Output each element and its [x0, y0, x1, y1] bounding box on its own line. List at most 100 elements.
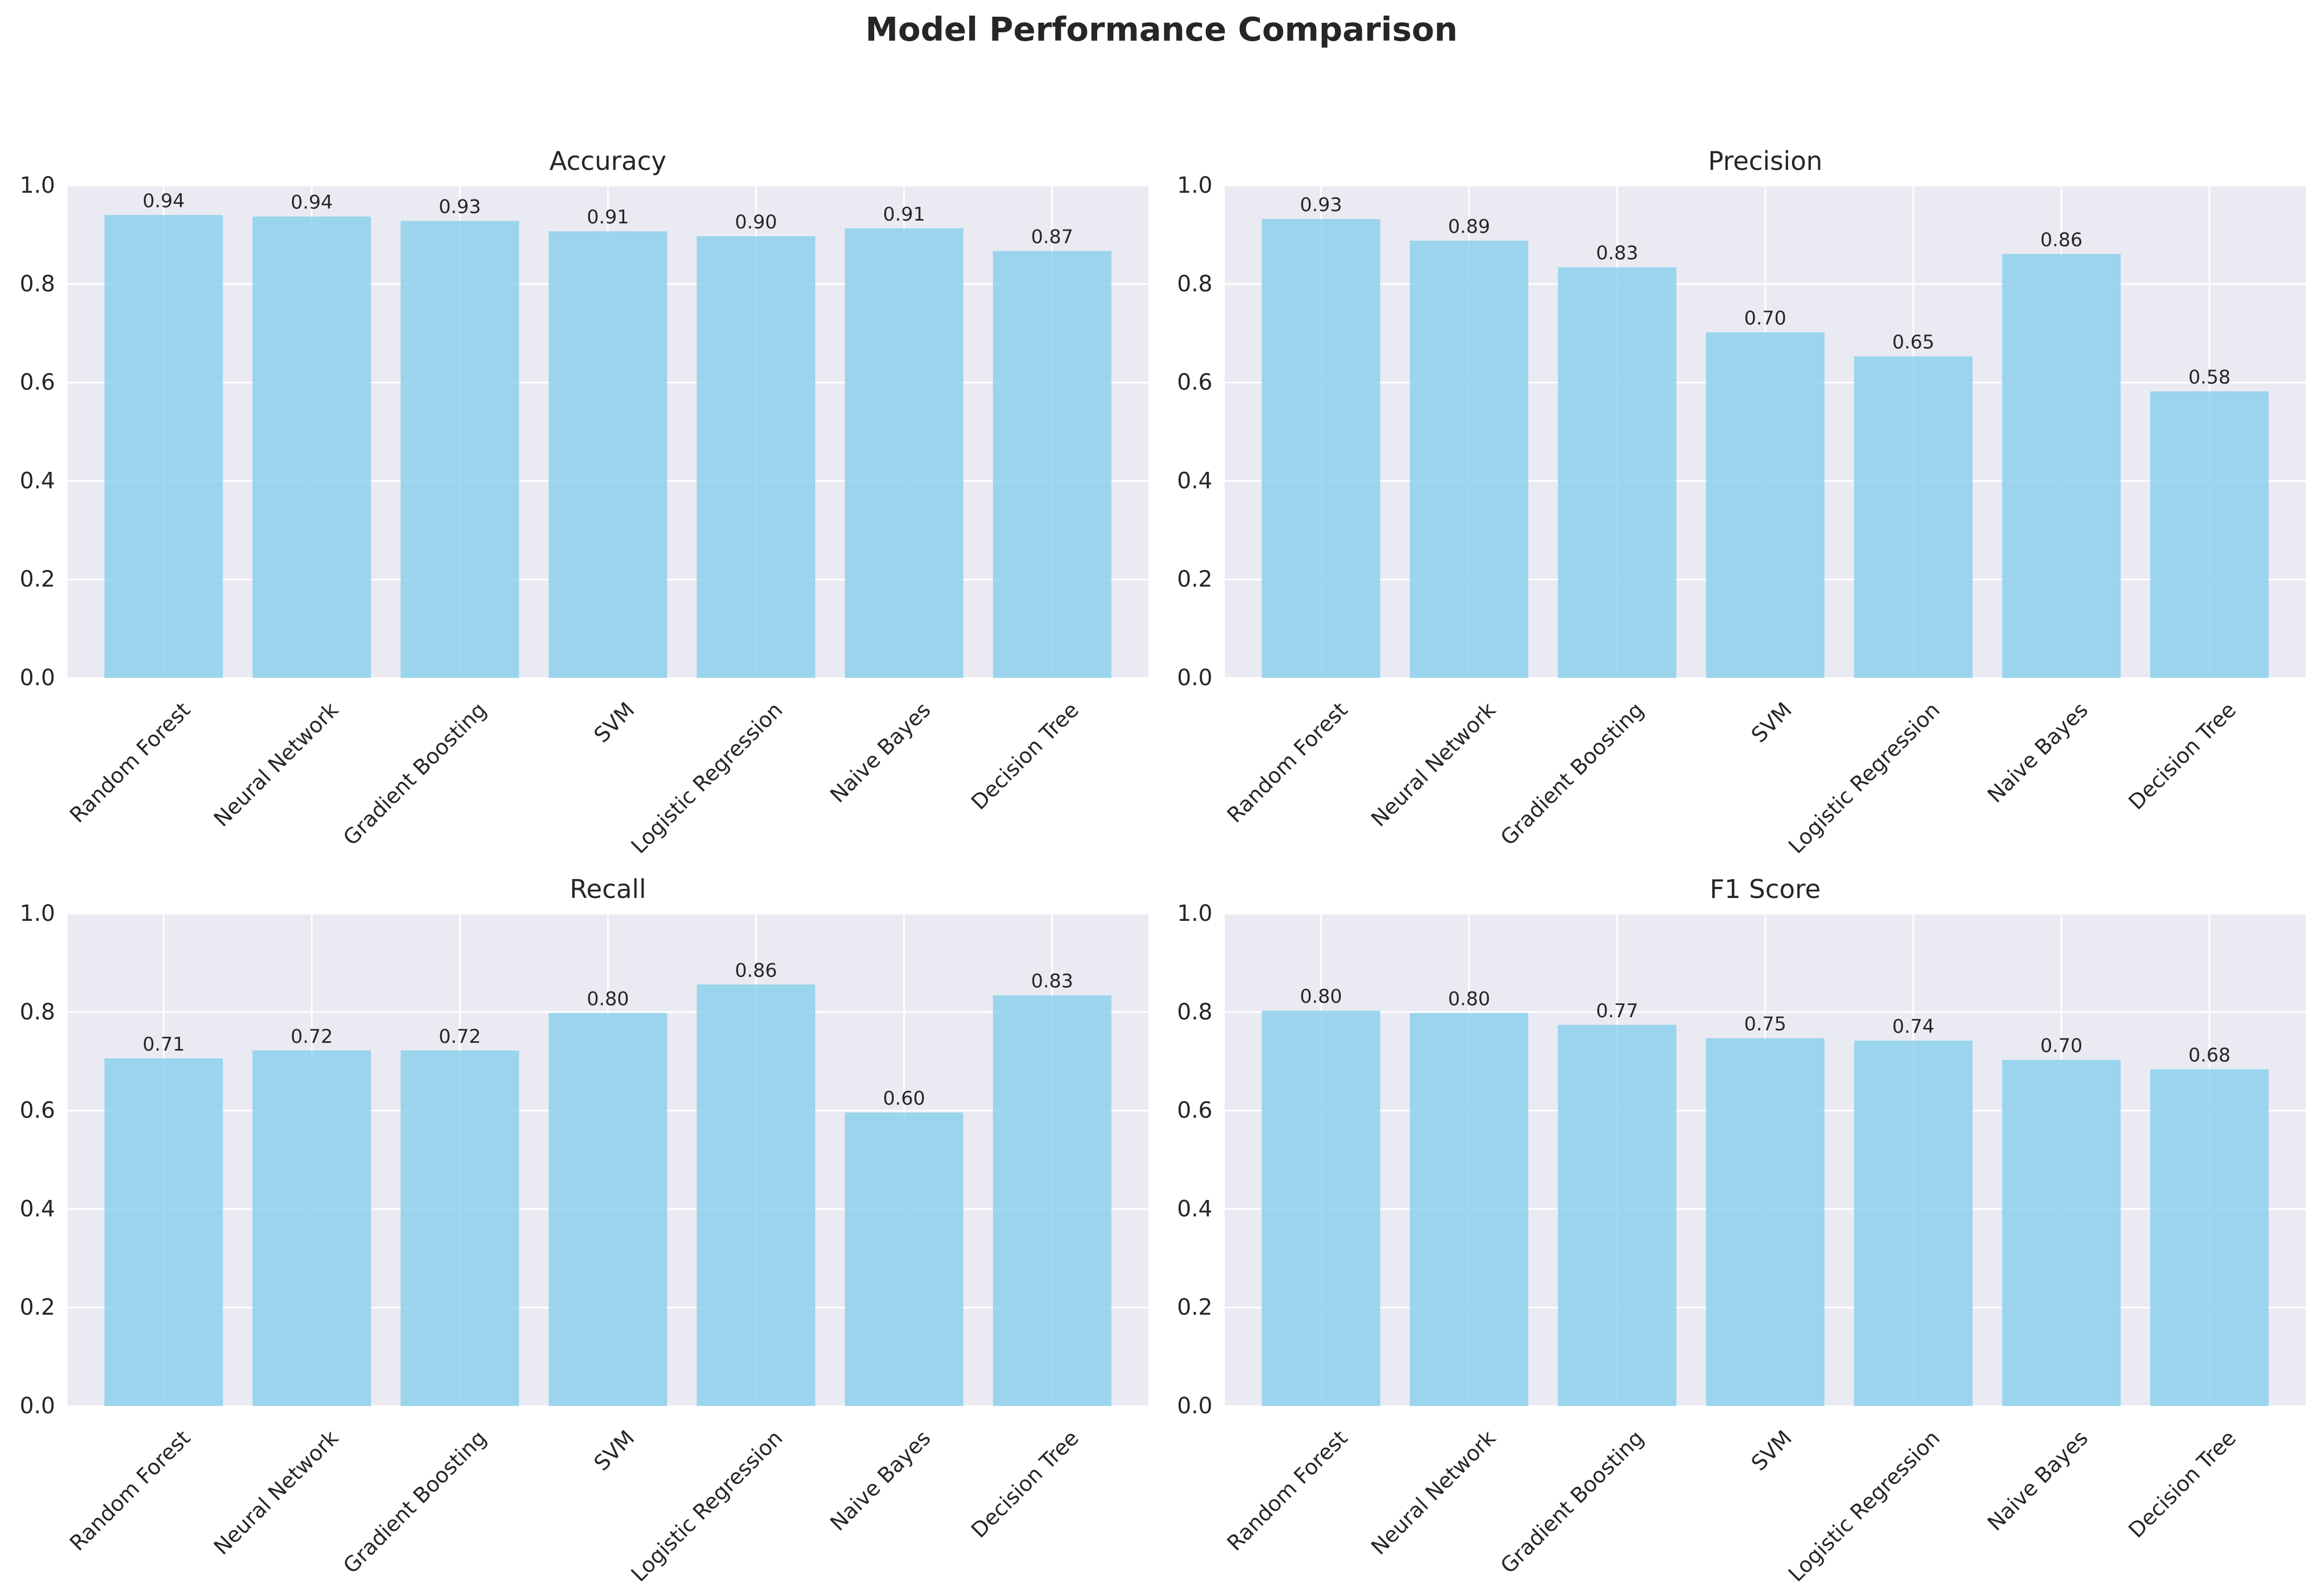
bar	[1557, 1024, 1677, 1406]
y-tick-label: 0.4	[1177, 468, 1212, 494]
x-tick-label: SVM	[589, 1426, 639, 1476]
x-tick-label: Random Forest	[1223, 1426, 1352, 1555]
bar	[697, 984, 816, 1406]
x-tick-label: Random Forest	[1223, 697, 1352, 827]
bar	[1410, 1013, 1528, 1406]
x-tick-label: Neural Network	[209, 1426, 343, 1559]
y-tick-label: 0.0	[1177, 1393, 1212, 1419]
bar-value-label: 0.72	[291, 1026, 333, 1048]
y-tick-label: 0.0	[1177, 665, 1212, 691]
y-tick-label: 0.2	[20, 1295, 55, 1320]
y-tick-label: 0.4	[20, 468, 55, 494]
bar-value-label: 0.58	[2188, 367, 2231, 389]
bar	[2002, 1060, 2121, 1406]
x-tick-label: Naive Bayes	[825, 697, 935, 807]
bar-value-label: 0.87	[1031, 226, 1073, 248]
bar	[1262, 219, 1381, 678]
y-tick-label: 0.0	[20, 665, 55, 691]
x-tick-label: Naive Bayes	[1983, 697, 2092, 807]
bar-value-label: 0.90	[735, 211, 777, 233]
y-tick-label: 1.0	[20, 173, 55, 198]
bar-value-label: 0.91	[587, 206, 629, 228]
x-tick-label: Gradient Boosting	[1496, 697, 1648, 850]
y-tick-label: 0.6	[1177, 370, 1212, 396]
y-tick-label: 0.8	[1177, 999, 1212, 1025]
bar	[548, 1013, 668, 1406]
bar-value-label: 0.80	[1300, 985, 1342, 1008]
bar-value-label: 0.80	[587, 988, 629, 1011]
y-tick-label: 0.0	[20, 1393, 55, 1419]
bar-value-label: 0.91	[883, 203, 926, 226]
bar	[1557, 267, 1677, 678]
bar-value-label: 0.93	[1300, 194, 1342, 216]
x-tick-label: Gradient Boosting	[1496, 1426, 1648, 1578]
y-tick-label: 0.6	[1177, 1098, 1212, 1124]
bar-value-label: 0.89	[1448, 216, 1491, 238]
bar-value-label: 0.72	[439, 1026, 481, 1048]
y-tick-label: 0.8	[20, 271, 55, 297]
y-tick-label: 0.2	[1177, 567, 1212, 592]
bar	[104, 1058, 223, 1406]
x-tick-label: Random Forest	[65, 1426, 195, 1555]
x-tick-label: Gradient Boosting	[338, 697, 491, 850]
bar	[548, 231, 668, 678]
bar-value-label: 0.60	[883, 1087, 926, 1110]
y-tick-label: 0.8	[1177, 271, 1212, 297]
y-tick-label: 0.4	[1177, 1196, 1212, 1222]
subplot-3: 0.0 0.2 0.4 0.6 0.8 1.0 0.80 Random Forest 0.80 N…	[1177, 874, 2306, 1587]
subplot-title: Recall	[569, 874, 646, 904]
x-tick-label: Naive Bayes	[1983, 1426, 2092, 1535]
bar	[992, 251, 1112, 678]
bar	[2002, 253, 2121, 679]
y-tick-label: 0.4	[20, 1196, 55, 1222]
y-tick-label: 0.8	[20, 999, 55, 1025]
bar	[845, 228, 963, 679]
bar-value-label: 0.70	[2040, 1035, 2083, 1057]
x-tick-label: Neural Network	[209, 697, 343, 831]
y-tick-label: 1.0	[1177, 901, 1212, 926]
y-tick-label: 0.2	[20, 567, 55, 592]
bar	[1854, 356, 1973, 678]
bar-value-label: 0.75	[1744, 1013, 1786, 1036]
x-tick-label: SVM	[1746, 1426, 1796, 1476]
bar	[2150, 1069, 2269, 1406]
x-tick-label: Logistic Regression	[626, 697, 787, 858]
subplot-1: 0.0 0.2 0.4 0.6 0.8 1.0 0.93 Random Forest 0.89 N…	[1177, 146, 2306, 858]
x-tick-label: SVM	[1746, 697, 1796, 748]
bar	[1706, 332, 1825, 678]
bar	[845, 1112, 963, 1406]
figure-title: Model Performance Comparison	[865, 10, 1458, 48]
bar-value-label: 0.83	[1031, 970, 1073, 993]
bar	[1262, 1011, 1381, 1406]
x-tick-label: Decision Tree	[966, 1426, 1083, 1543]
x-tick-label: Random Forest	[65, 697, 195, 827]
bar	[2150, 391, 2269, 678]
x-tick-label: Decision Tree	[2124, 697, 2241, 814]
x-tick-label: SVM	[589, 697, 639, 748]
bar	[1854, 1041, 1973, 1406]
bar-value-label: 0.83	[1596, 242, 1638, 265]
bar-value-label: 0.93	[439, 196, 481, 218]
bar	[697, 236, 816, 678]
x-tick-label: Logistic Regression	[1784, 1426, 1945, 1587]
y-tick-label: 1.0	[1177, 173, 1212, 198]
y-tick-label: 0.2	[1177, 1295, 1212, 1320]
x-tick-label: Logistic Regression	[1784, 697, 1945, 858]
y-tick-label: 0.6	[20, 1098, 55, 1124]
bar-value-label: 0.86	[2040, 229, 2083, 251]
bar-value-label: 0.94	[143, 190, 185, 212]
bar	[1706, 1038, 1825, 1406]
bar	[104, 215, 223, 678]
bar-value-label: 0.86	[735, 959, 777, 982]
bar-value-label: 0.94	[291, 192, 333, 214]
bar-value-label: 0.65	[1892, 331, 1935, 354]
bar	[992, 995, 1112, 1406]
subplot-2: 0.0 0.2 0.4 0.6 0.8 1.0 0.71 Random Forest 0.72 N…	[20, 874, 1148, 1587]
x-tick-label: Gradient Boosting	[338, 1426, 491, 1578]
bar	[400, 1050, 519, 1406]
x-tick-label: Naive Bayes	[825, 1426, 935, 1535]
subplot-title: Accuracy	[549, 146, 666, 176]
bar	[252, 216, 371, 678]
